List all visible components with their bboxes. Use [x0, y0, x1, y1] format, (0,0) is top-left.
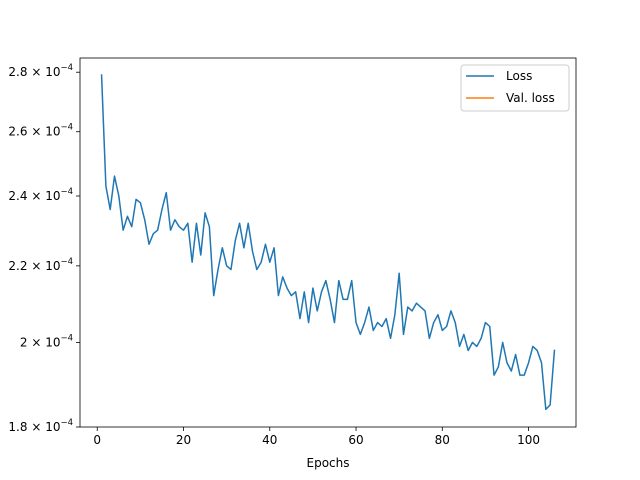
y-axis: 1.8 × 10−4 2 × 10−4 2.2 × 10−4 2.4 × 10−4 2.…	[8, 63, 80, 434]
x-axis-title: Epochs	[307, 456, 350, 470]
y-tick-label: 2.6 × 10−4	[8, 123, 73, 139]
y-tick-label: 2.2 × 10−4	[8, 257, 73, 273]
x-tick-label: 100	[517, 433, 540, 447]
plot-area	[79, 57, 577, 428]
legend: Loss Val. loss	[460, 64, 570, 112]
legend-label: Val. loss	[506, 91, 555, 105]
y-tick-label: 2.8 × 10−4	[8, 63, 73, 79]
axes-frame	[79, 57, 577, 428]
x-axis: 0 20 40 60 80 100	[93, 427, 540, 447]
x-tick-label: 20	[176, 433, 191, 447]
x-tick-label: 0	[93, 433, 101, 447]
x-tick-label: 40	[262, 433, 277, 447]
y-tick-label: 1.8 × 10−4	[8, 418, 73, 434]
y-tick-label: 2.4 × 10−4	[8, 187, 73, 203]
x-tick-label: 80	[435, 433, 450, 447]
series-line-loss	[100, 74, 556, 411]
x-tick-label: 60	[348, 433, 363, 447]
y-tick-label: 2 × 10−4	[20, 333, 73, 349]
legend-label: Loss	[506, 69, 532, 83]
